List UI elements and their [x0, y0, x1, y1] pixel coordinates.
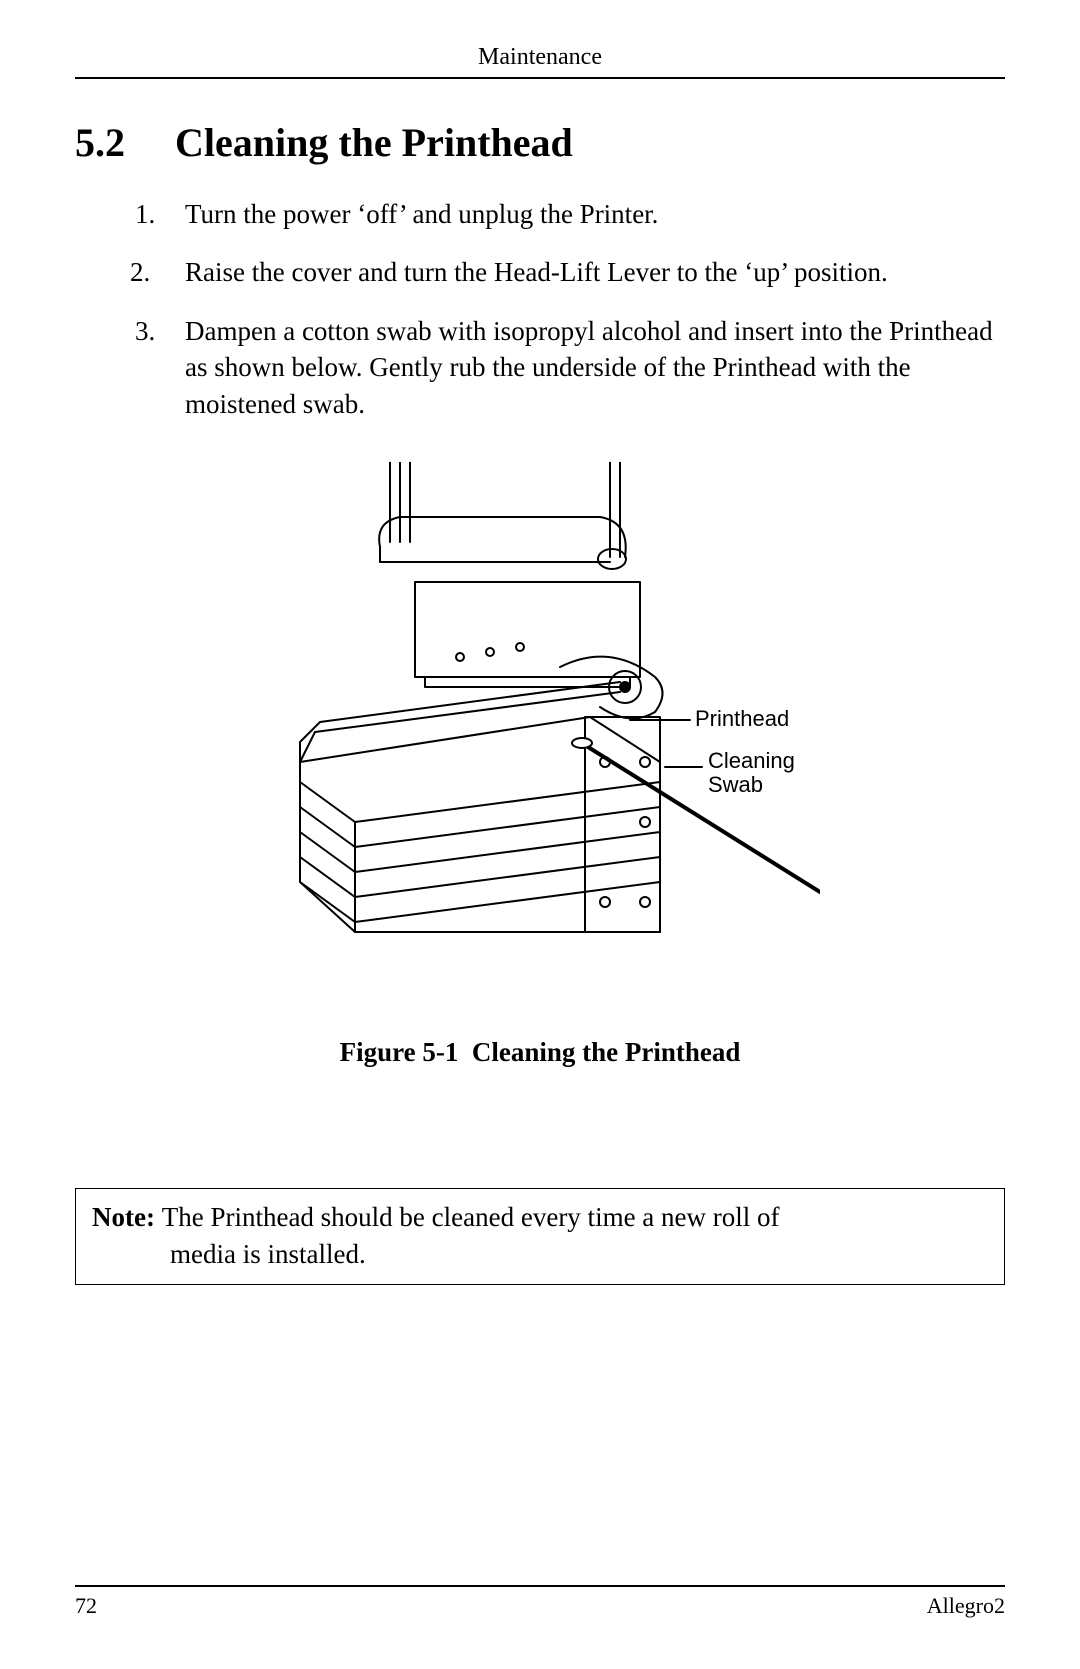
section-heading: 5.2Cleaning the Printhead — [75, 119, 1005, 166]
step-text: Raise the cover and turn the Head-Lift L… — [185, 257, 888, 287]
callout-printhead: Printhead — [695, 706, 789, 731]
figure-illustration: Printhead Cleaning Swab — [260, 462, 820, 1002]
page-header: Maintenance — [75, 44, 1005, 71]
step-item: 3. Dampen a cotton swab with isopropyl a… — [75, 313, 1005, 422]
footer-page-number: 72 — [75, 1593, 97, 1619]
section-title: Cleaning the Printhead — [175, 120, 573, 165]
steps-list: 1. Turn the power ‘off’ and unplug the P… — [75, 196, 1005, 422]
step-text: Turn the power ‘off’ and unplug the Prin… — [185, 199, 658, 229]
header-title: Maintenance — [478, 44, 602, 70]
header-rule — [75, 77, 1005, 79]
page: Maintenance 5.2Cleaning the Printhead 1.… — [0, 0, 1080, 1669]
step-text: Dampen a cotton swab with isopropyl alco… — [185, 316, 993, 419]
step-number: 2. — [130, 254, 150, 290]
callout-swab-line1: Cleaning — [708, 748, 795, 773]
figure-caption-title: Cleaning the Printhead — [472, 1037, 741, 1067]
footer-product: Allegro2 — [927, 1593, 1005, 1619]
figure-caption-label: Figure 5-1 — [340, 1037, 459, 1067]
figure: Printhead Cleaning Swab Figure 5-1 Clean… — [75, 462, 1005, 1068]
footer-rule — [75, 1585, 1005, 1587]
note-line2: media is installed. — [92, 1236, 988, 1272]
note-line1: The Printhead should be cleaned every ti… — [162, 1202, 780, 1232]
section-number: 5.2 — [75, 119, 175, 166]
step-number: 3. — [135, 313, 155, 349]
page-footer: 72 Allegro2 — [75, 1585, 1005, 1619]
note-box: Note: The Printhead should be cleaned ev… — [75, 1188, 1005, 1285]
figure-caption: Figure 5-1 Cleaning the Printhead — [75, 1037, 1005, 1068]
callout-swab-line2: Swab — [708, 772, 763, 797]
note-label: Note: — [92, 1202, 155, 1232]
step-item: 1. Turn the power ‘off’ and unplug the P… — [75, 196, 1005, 232]
step-item: 2. Raise the cover and turn the Head-Lif… — [75, 254, 1005, 290]
step-number: 1. — [135, 196, 155, 232]
